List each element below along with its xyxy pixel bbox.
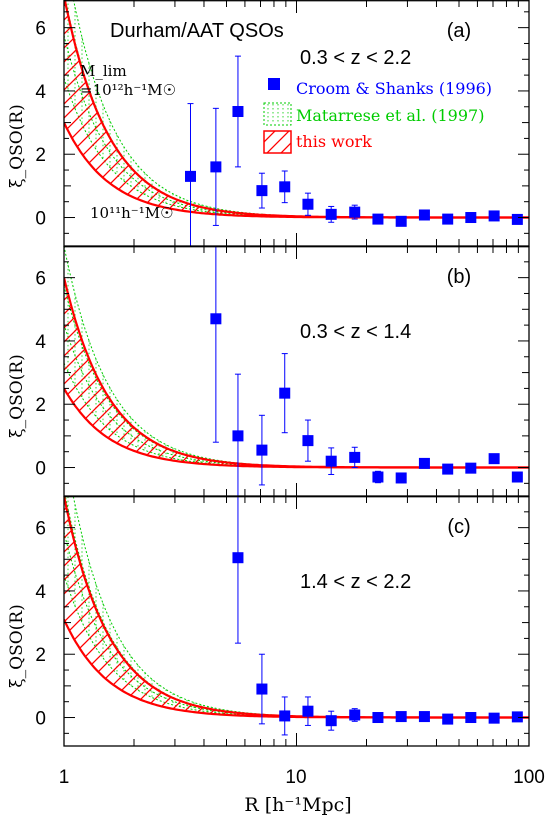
mlim-label: M_lim — [80, 62, 127, 80]
data-point — [511, 213, 523, 225]
x-tick-label-100: 100 — [513, 767, 545, 788]
panel-a: 0 2 4 6 ξ_QSO(R) (a) 0.3 < z < 2.2 — [7, 0, 530, 247]
y-tick-label: 6 — [35, 19, 46, 40]
z-range-label: 1.4 < z < 2.2 — [300, 571, 411, 593]
data-point — [465, 212, 477, 224]
data-point — [465, 462, 477, 474]
this-work-lower-curve — [64, 618, 529, 719]
data-point — [349, 451, 361, 463]
data-point — [325, 208, 337, 220]
data-point — [465, 712, 477, 724]
panels-layer: 0 2 4 6 ξ_QSO(R) (a) 0.3 < z < 2.2 0 2 4 6 ξ_QSO(R)… — [7, 0, 530, 747]
matarrese-band-line-0 — [73, 0, 529, 218]
data-point — [488, 210, 500, 222]
data-point — [511, 471, 523, 483]
legend-label-matarrese: Matarrese et al. (1997) — [296, 106, 484, 125]
data-point — [442, 713, 454, 725]
data-point — [279, 387, 291, 399]
y-axis-label: ξ_QSO(R) — [7, 354, 27, 437]
data-point — [302, 198, 314, 210]
data-point — [395, 215, 407, 227]
plot-area-b — [64, 246, 529, 496]
y-axis-label: ξ_QSO(R) — [7, 604, 27, 687]
legend-symbol-croom — [268, 78, 280, 90]
y-tick-label: 6 — [35, 269, 46, 290]
data-point — [488, 712, 500, 724]
legend-label-croom: Croom & Shanks (1996) — [296, 79, 492, 98]
z-range-label: 0.3 < z < 1.4 — [300, 321, 411, 343]
panel-c: 0 2 4 6 ξ_QSO(R) (c) 1.4 < z < 2.2 — [7, 496, 530, 747]
data-point — [349, 709, 361, 721]
data-point — [325, 455, 337, 467]
y-tick-label: 4 — [35, 332, 46, 353]
data-point — [279, 181, 291, 193]
panel-letter: (a) — [447, 20, 471, 42]
y-tick-label: 2 — [35, 645, 46, 666]
plot-area-a — [64, 0, 529, 246]
y-tick-label: 0 — [35, 459, 46, 480]
data-point — [232, 430, 244, 442]
plot-area-c — [64, 496, 529, 736]
data-point — [184, 170, 196, 182]
panel-letter: (b) — [447, 266, 471, 288]
data-point — [372, 712, 384, 724]
y-tick-label: 2 — [35, 145, 46, 166]
data-point — [302, 435, 314, 447]
data-point — [210, 313, 222, 325]
this-work-band-fill — [64, 277, 529, 468]
data-point — [302, 705, 314, 717]
legend-symbol-this-work — [263, 130, 292, 154]
m11-label: 10¹¹h⁻¹M☉ — [90, 204, 174, 222]
plot-title: Durham/AAT QSOs — [110, 20, 284, 42]
y-tick-label: 2 — [35, 395, 46, 416]
legend: Croom & Shanks (1996) Matarrese et al. (1… — [263, 78, 492, 154]
data-point — [256, 444, 268, 456]
data-point — [418, 209, 430, 221]
x-tick-label-1: 1 — [59, 767, 70, 788]
data-point — [418, 457, 430, 469]
panel-b: 0 2 4 6 ξ_QSO(R) (b) 0.3 < z < 1.4 — [7, 246, 530, 497]
data-point — [418, 711, 430, 723]
x-axis-label: R [h⁻¹Mpc] — [244, 794, 351, 816]
data-point — [395, 472, 407, 484]
legend-label-this-work: this work — [296, 132, 372, 151]
y-tick-label: 6 — [35, 519, 46, 540]
data-point — [442, 213, 454, 225]
panel-letter: (c) — [447, 516, 470, 538]
y-tick-label: 0 — [35, 209, 46, 230]
y-tick-label: 0 — [35, 709, 46, 730]
data-point — [372, 471, 384, 483]
data-point — [232, 106, 244, 118]
data-point — [279, 710, 291, 722]
data-point — [232, 552, 244, 564]
y-tick-label: 4 — [35, 582, 46, 603]
data-point — [395, 711, 407, 723]
y-axis-label: ξ_QSO(R) — [7, 104, 27, 187]
data-point — [256, 185, 268, 197]
data-point — [210, 161, 222, 173]
z-range-label: 0.3 < z < 2.2 — [300, 47, 411, 69]
mlim-value: =10¹²h⁻¹M☉ — [80, 81, 176, 99]
data-point — [488, 453, 500, 465]
legend-symbol-matarrese — [263, 102, 292, 126]
data-point — [256, 683, 268, 695]
data-point — [325, 715, 337, 727]
data-point — [511, 711, 523, 723]
data-point — [372, 213, 384, 225]
data-point — [349, 206, 361, 218]
x-tick-label-10: 10 — [285, 767, 306, 788]
y-tick-label: 4 — [35, 82, 46, 103]
data-point — [442, 463, 454, 475]
